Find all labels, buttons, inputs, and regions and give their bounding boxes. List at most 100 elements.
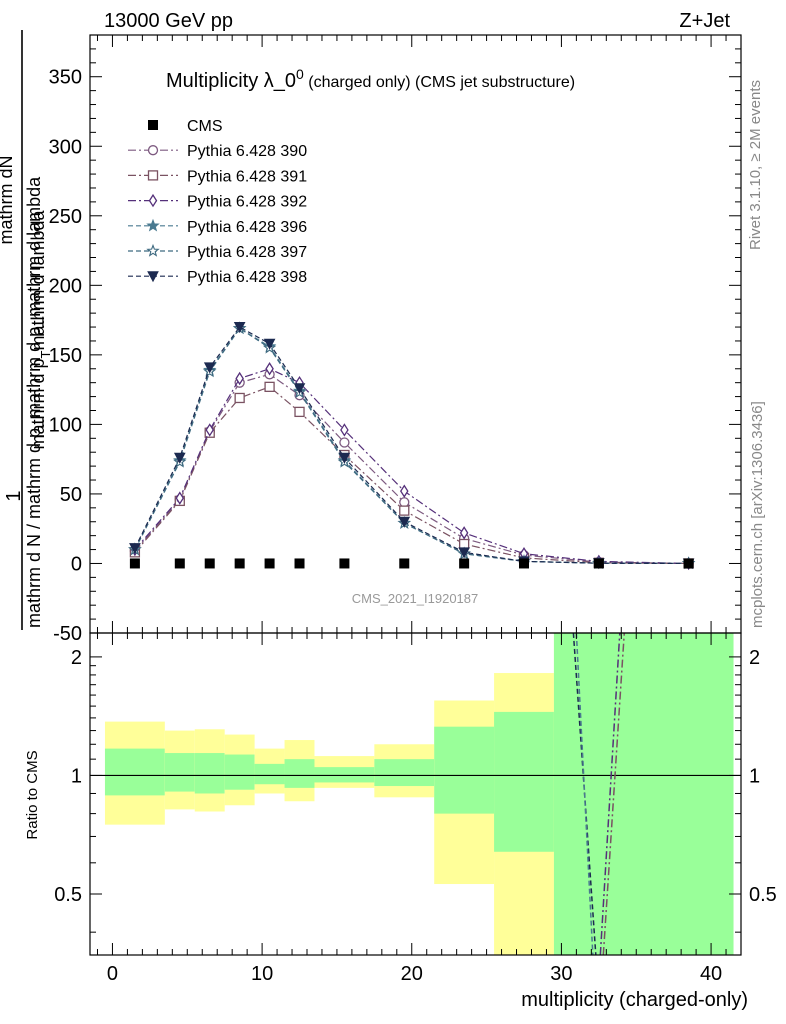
- series-point: [233, 322, 246, 334]
- series-point: [398, 516, 411, 528]
- cms-data-point: [339, 558, 350, 569]
- series-point: [265, 362, 274, 376]
- series-point: [459, 526, 469, 540]
- series-line: [134, 368, 689, 565]
- series-point: [339, 437, 350, 448]
- x-tick-label: 40: [700, 963, 722, 985]
- y-label-one: 1: [3, 490, 25, 501]
- series-point: [147, 271, 159, 283]
- ratio-tick-label: 0.5: [749, 884, 777, 906]
- series-point: [148, 193, 158, 208]
- cms-data-point: [683, 558, 694, 569]
- header-left: 13000 GeV pp: [104, 10, 233, 32]
- ratio-frame: [89, 632, 742, 956]
- cms-data-point: [264, 558, 275, 569]
- series-point: [340, 423, 349, 437]
- series-line: [134, 373, 689, 565]
- ratio-band-green: [434, 726, 495, 814]
- ratio-tick-label: 2: [749, 647, 760, 669]
- ratio-band-green: [284, 759, 315, 788]
- series-point: [264, 381, 275, 392]
- series-point: [263, 338, 276, 350]
- series-point: [400, 484, 409, 498]
- ratio-band-green: [104, 748, 165, 796]
- cms-data-point: [204, 558, 215, 569]
- series-point: [173, 452, 186, 464]
- cms-data-point: [399, 558, 410, 569]
- ratio-line: [575, 632, 594, 956]
- series-point: [203, 362, 216, 374]
- x-axis-ticks: 0 10 20 30 40: [96, 633, 742, 985]
- series-point: [146, 218, 160, 232]
- chart-title-main: Multiplicity λ_0: [166, 70, 296, 92]
- x-tick-label: 10: [251, 963, 273, 985]
- mcplots-label: mcplots.cern.ch [arXiv:1306.3436]: [749, 401, 766, 628]
- ratio-line: [599, 632, 621, 956]
- y-tick-label: 350: [49, 67, 82, 89]
- cms-data-point: [174, 558, 185, 569]
- ratio-band-green: [374, 759, 435, 787]
- ratio-band-green: [494, 711, 554, 852]
- y-tick-label: 250: [49, 206, 82, 228]
- y-label-denominator: mathrm d pTmathrm d lambda: [28, 209, 53, 449]
- y-tick-label: 300: [49, 136, 82, 158]
- series-line: [134, 386, 689, 565]
- ratio-bands: [90, 633, 741, 955]
- main-axis-ticks: -50 0 50 100 150 200 250 300 350: [49, 34, 742, 645]
- cms-data-point: [519, 558, 529, 569]
- ratio-band-green: [194, 753, 225, 794]
- y-tick-label: 150: [49, 345, 82, 367]
- legend-label: Pythia 6.428 398: [187, 269, 307, 286]
- cms-data-point: [129, 558, 140, 569]
- legend-label: Pythia 6.428 390: [187, 143, 307, 160]
- series-point: [399, 505, 410, 516]
- legend-label: Pythia 6.428 396: [187, 219, 307, 236]
- cms-data-points: [129, 558, 694, 569]
- chart-title: Multiplicity λ_00 (charged only) (CMS je…: [166, 66, 575, 92]
- ratio-axis-ticks: 0.5 0.5 1 1 2 2: [54, 647, 777, 933]
- series-point: [294, 406, 305, 418]
- y-axis-label: 1 mathrm dN mathrm d pTmathrm d lambda m…: [0, 30, 53, 630]
- x-tick-label: 30: [550, 963, 572, 985]
- cms-data-point: [459, 558, 470, 569]
- ratio-band-green: [553, 633, 734, 955]
- cms-data-point: [593, 558, 604, 569]
- legend-label: Pythia 6.428 392: [187, 194, 307, 211]
- x-tick-label: 0: [107, 963, 118, 985]
- ratio-band-green: [314, 767, 375, 783]
- legend-label: CMS: [187, 118, 223, 135]
- ratio-line: [602, 632, 626, 956]
- series-point: [399, 497, 410, 508]
- cms-data-point: [234, 558, 245, 569]
- ratio-tick-label: 1: [749, 765, 760, 787]
- series-line: [134, 326, 689, 565]
- main-series-group: [128, 321, 696, 571]
- series-point: [147, 170, 159, 181]
- series-point: [458, 547, 470, 559]
- ratio-band-green: [254, 763, 285, 785]
- x-axis-label: multiplicity (charged-only): [521, 989, 748, 1011]
- ratio-band-green: [224, 754, 255, 790]
- legend: CMS Pythia 6.428 390 Pythia 6.428 391 Pythi…: [128, 118, 307, 286]
- series-point: [146, 243, 160, 257]
- series-point: [235, 371, 244, 386]
- ratio-tick-label: 1: [71, 765, 82, 787]
- y-tick-label: 100: [49, 414, 82, 436]
- ratio-tick-label: 0.5: [54, 884, 82, 906]
- series-point: [175, 491, 185, 505]
- series-point: [147, 145, 159, 156]
- series-line: [134, 327, 689, 565]
- y-label-frac-main: mathrm d N / mathrm d p_mathrm d p_mathr…: [24, 176, 45, 628]
- ratio-tick-label: 2: [71, 647, 82, 669]
- legend-label: Pythia 6.428 397: [187, 244, 307, 261]
- chart-title-sup: 0: [296, 66, 304, 82]
- series-point: [293, 383, 306, 395]
- ratio-band-green: [164, 753, 195, 792]
- header-right: Z+Jet: [679, 10, 730, 32]
- y-tick-label: 200: [49, 275, 82, 297]
- legend-label: Pythia 6.428 391: [187, 168, 307, 185]
- ratio-y-label: Ratio to CMS: [24, 750, 41, 839]
- series-point: [205, 423, 214, 437]
- y-label-numerator: mathrm dN: [0, 155, 16, 244]
